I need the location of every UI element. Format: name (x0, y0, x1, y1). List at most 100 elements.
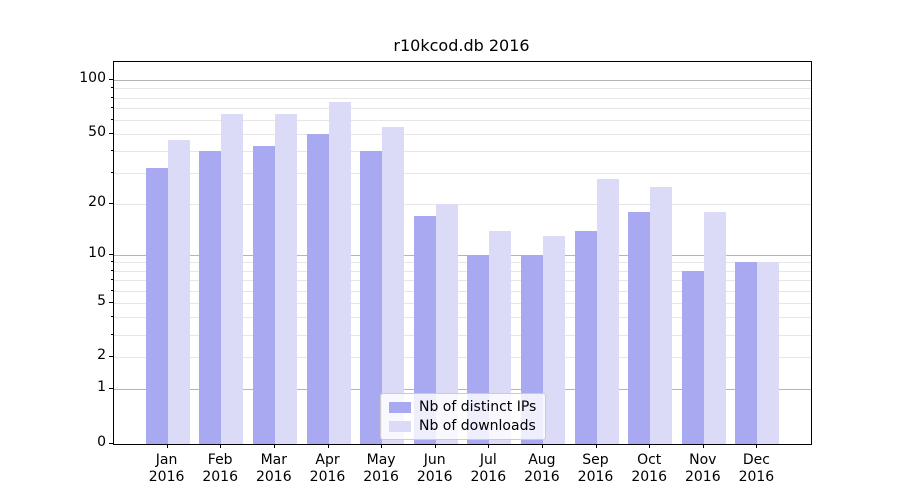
x-tick-label-oct: Oct 2016 (631, 452, 667, 485)
bar-nb-of-distinct-ips-apr (306, 133, 329, 444)
legend-swatch-distinct-ips (389, 401, 411, 413)
y-minor-tick-mark (111, 333, 113, 335)
y-tick-label-5: 5 (97, 292, 106, 309)
bar-nb-of-downloads-jan (167, 140, 190, 444)
gridline-minor (114, 262, 811, 264)
x-tick-label-apr: Apr 2016 (309, 452, 346, 485)
y-tick-mark (109, 443, 113, 444)
y-minor-tick-mark (111, 316, 113, 318)
x-tick-mark (434, 444, 436, 448)
legend-label-downloads: Nb of downloads (419, 418, 536, 434)
bar-nb-of-distinct-ips-nov (681, 270, 704, 444)
y-minor-tick-mark (111, 87, 113, 89)
y-tick-label-10: 10 (88, 244, 106, 261)
y-minor-tick-mark (111, 96, 113, 98)
y-tick-label-20: 20 (88, 193, 106, 210)
y-minor-tick-mark (111, 172, 113, 174)
gridline-minor (114, 133, 811, 135)
y-tick-label-50: 50 (88, 123, 106, 140)
x-tick-label-jan: Jan 2016 (148, 452, 185, 485)
bar-nb-of-downloads-nov (703, 211, 726, 444)
x-tick-label-dec: Dec 2016 (738, 452, 775, 485)
x-tick-mark (541, 444, 543, 448)
gridline-minor (114, 317, 811, 319)
legend: Nb of distinct IPs Nb of downloads (380, 393, 547, 440)
gridline-minor (114, 119, 811, 121)
x-tick-label-sep: Sep 2016 (577, 452, 614, 485)
bar-nb-of-distinct-ips-feb (199, 151, 222, 444)
legend-entry-downloads: Nb of downloads (389, 418, 536, 434)
bar-nb-of-distinct-ips-dec (735, 262, 758, 444)
gridline-minor (114, 151, 811, 153)
bar-nb-of-downloads-aug (542, 235, 565, 444)
x-tick-mark (220, 444, 222, 448)
bar-nb-of-distinct-ips-oct (628, 211, 651, 444)
bar-nb-of-downloads-dec (757, 262, 780, 444)
x-tick-mark (702, 444, 704, 448)
bar-nb-of-downloads-feb (221, 113, 244, 444)
y-minor-tick-mark (111, 150, 113, 152)
gridline-minor (114, 107, 811, 109)
x-tick-label-jul: Jul 2016 (470, 452, 507, 485)
gridline-major (114, 254, 811, 256)
y-tick-mark (109, 253, 113, 255)
x-tick-label-may: May 2016 (363, 452, 399, 485)
bar-nb-of-downloads-sep (596, 178, 619, 444)
y-minor-tick-mark (111, 118, 113, 120)
gridline-minor (114, 173, 811, 175)
x-tick-label-aug: Aug 2016 (524, 452, 560, 485)
bar-nb-of-downloads-apr (328, 101, 351, 444)
y-tick-label-2: 2 (97, 347, 106, 364)
y-minor-tick-mark (111, 106, 113, 108)
y-minor-tick-mark (111, 269, 113, 271)
y-tick-label-0: 0 (97, 434, 106, 450)
x-tick-mark (756, 444, 758, 448)
y-minor-tick-mark (111, 289, 113, 291)
legend-label-distinct-ips: Nb of distinct IPs (419, 399, 537, 415)
y-tick-mark (109, 388, 113, 390)
y-tick-mark (109, 301, 113, 303)
y-minor-tick-mark (111, 279, 113, 280)
gridline-minor (114, 357, 811, 359)
gridline-minor (114, 88, 811, 90)
y-tick-label-1: 1 (97, 379, 106, 396)
x-tick-mark (327, 444, 329, 448)
bar-nb-of-distinct-ips-jun (413, 216, 436, 444)
x-tick-label-mar: Mar 2016 (255, 452, 292, 485)
x-tick-mark (273, 444, 275, 448)
y-tick-label-100: 100 (79, 70, 106, 87)
bar-nb-of-downloads-jun (435, 203, 458, 444)
x-tick-mark (488, 444, 490, 448)
bar-nb-of-downloads-may (382, 126, 405, 444)
gridline-minor (114, 203, 811, 205)
bar-nb-of-distinct-ips-sep (574, 230, 597, 444)
bar-nb-of-downloads-jul (489, 230, 512, 444)
gridline-major (114, 389, 811, 391)
chart-title: r10kcod.db 2016 (393, 36, 530, 55)
y-minor-tick-mark (111, 261, 113, 263)
gridline-minor (114, 302, 811, 304)
y-tick-mark (109, 79, 113, 81)
x-tick-mark (595, 444, 597, 448)
gridline-minor (114, 334, 811, 336)
x-tick-mark (166, 444, 168, 448)
x-tick-label-nov: Nov 2016 (684, 452, 721, 485)
x-tick-mark (649, 444, 651, 448)
x-tick-label-feb: Feb 2016 (202, 452, 238, 485)
x-tick-label-jun: Jun 2016 (416, 452, 453, 485)
gridline-minor (114, 270, 811, 272)
x-tick-mark (381, 444, 383, 448)
y-tick-mark (109, 202, 113, 204)
bar-nb-of-distinct-ips-mar (252, 145, 275, 444)
bar-nb-of-distinct-ips-jan (145, 168, 168, 444)
gridline-minor (114, 97, 811, 99)
bar-nb-of-downloads-mar (274, 113, 297, 444)
legend-swatch-downloads (389, 420, 411, 432)
gridline-major (114, 80, 811, 82)
gridline-minor (114, 280, 811, 281)
y-tick-mark (109, 356, 113, 358)
gridline-minor (114, 290, 811, 292)
bar-nb-of-downloads-oct (650, 187, 673, 444)
plot-area: Nb of distinct IPs Nb of downloads (113, 61, 812, 445)
